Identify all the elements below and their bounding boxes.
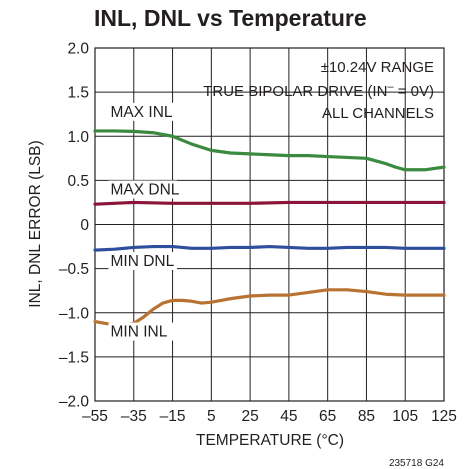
series-line-min-dnl — [93, 244, 446, 252]
x-tick-label: 105 — [392, 408, 418, 425]
y-tick-label: –1.5 — [59, 349, 89, 366]
chart-title: INL, DNL vs Temperature — [94, 5, 367, 31]
y-tick-label: 1.5 — [67, 85, 89, 102]
y-tick-label: –1.0 — [59, 305, 90, 322]
annotation-channels: ALL CHANNELS — [322, 105, 434, 122]
series-label-min-inl: MIN INL — [111, 324, 168, 341]
x-tick-label: 5 — [207, 408, 216, 425]
series-line-min-inl — [93, 288, 446, 327]
series-line-max-inl — [93, 129, 446, 172]
y-tick-label: –2.0 — [59, 394, 90, 411]
x-tick-label: –55 — [82, 408, 108, 425]
series-label-min-dnl: MIN DNL — [111, 253, 175, 270]
series-lines — [93, 129, 446, 327]
x-tick-label: –35 — [121, 408, 147, 425]
series-label-max-inl: MAX INL — [111, 104, 173, 121]
series-label-bg — [108, 322, 177, 341]
x-tick-label: –15 — [160, 408, 186, 425]
y-tick-labels: 2.0 1.5 1.0 0.5 0 –0.5 –1.0 –1.5 –2.0 — [59, 41, 90, 411]
y-tick-label: 0.5 — [67, 173, 89, 190]
x-tick-labels: –55 –35 –15 5 25 45 65 85 105 125 — [82, 408, 457, 425]
annotations: ±10.24V RANGE TRUE BIPOLAR DRIVE (IN– = … — [203, 59, 434, 122]
plot-frame — [94, 47, 445, 402]
series-label-bg — [108, 180, 177, 199]
x-tick-label: 85 — [358, 408, 375, 425]
annotation-drive-main: TRUE BIPOLAR DRIVE (IN — [203, 83, 387, 100]
series-label-bg — [108, 102, 177, 121]
x-tick-label: 45 — [280, 408, 297, 425]
series-line-max-dnl — [93, 200, 446, 206]
annotation-drive-sup: – — [387, 81, 394, 93]
x-tick-label: 65 — [319, 408, 336, 425]
grid — [95, 48, 444, 401]
series-label-max-dnl: MAX DNL — [111, 181, 180, 198]
y-tick-label: 2.0 — [67, 41, 89, 58]
annotation-drive-tail: = 0V) — [394, 83, 434, 100]
x-tick-label: 25 — [241, 408, 258, 425]
series-label-bg — [108, 251, 177, 270]
y-tick-label: 1.0 — [67, 129, 89, 146]
series-labels: MAX INL MAX DNL MIN DNL MIN INL — [108, 102, 180, 341]
y-tick-label: 0 — [80, 217, 89, 234]
x-axis-label: TEMPERATURE (°C) — [196, 432, 344, 449]
annotation-drive: TRUE BIPOLAR DRIVE (IN– = 0V) — [203, 81, 434, 100]
y-tick-label: –0.5 — [59, 261, 89, 278]
y-axis-label: INL, DNL ERROR (LSB) — [27, 140, 44, 307]
annotation-range: ±10.24V RANGE — [321, 59, 434, 76]
figure-id: 235718 G24 — [389, 458, 444, 469]
x-tick-label: 125 — [431, 408, 457, 425]
